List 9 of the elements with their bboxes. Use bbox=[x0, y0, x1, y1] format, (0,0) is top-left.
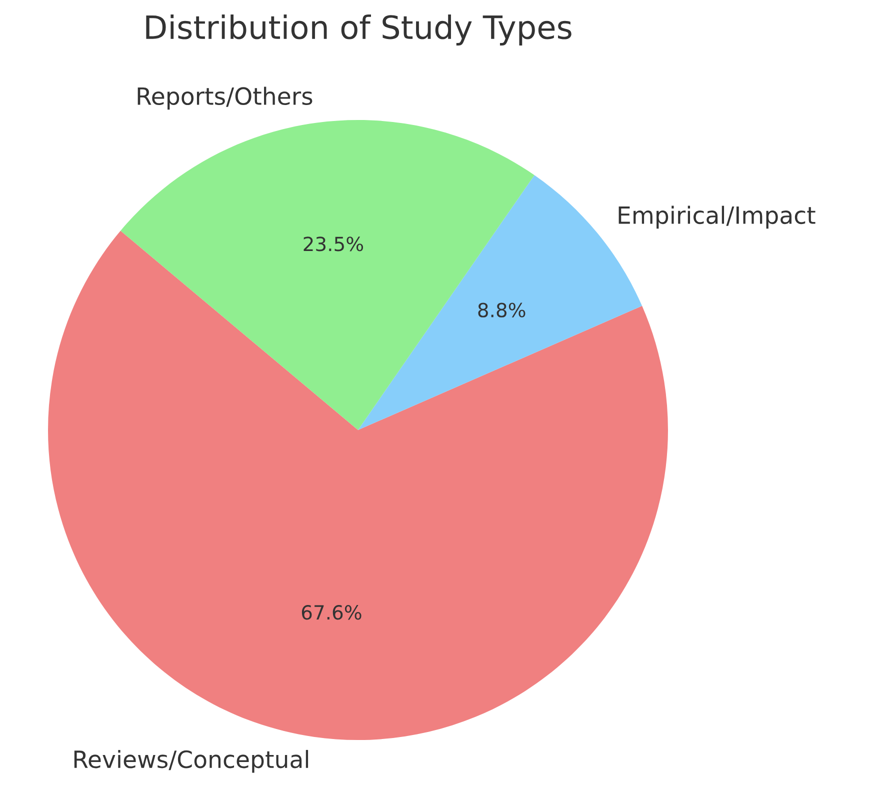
slice-label: Reviews/Conceptual bbox=[74, 750, 308, 773]
slice-label: Reports/Others bbox=[138, 86, 312, 110]
pie-slice bbox=[120, 120, 534, 430]
slice-label: Empirical/Impact bbox=[618, 206, 816, 229]
data-label: 23.5% bbox=[304, 236, 364, 252]
pie-slice bbox=[48, 230, 668, 740]
data-label: 8.8% bbox=[478, 302, 526, 318]
data-label: 67.6% bbox=[302, 605, 362, 620]
chart-title: Distribution of Study Types bbox=[146, 14, 572, 46]
